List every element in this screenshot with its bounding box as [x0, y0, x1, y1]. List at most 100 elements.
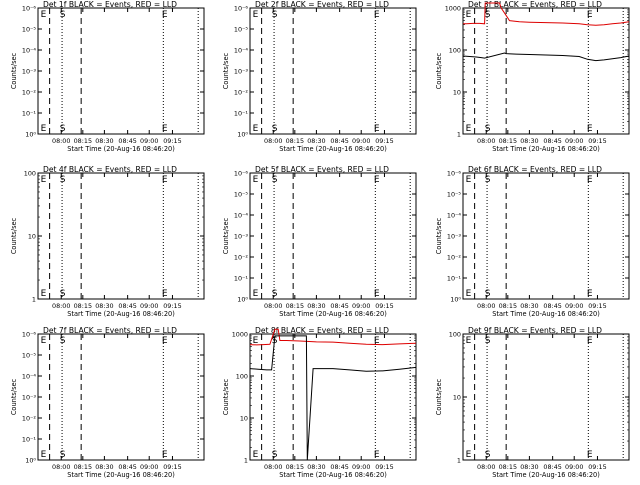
marker-label-top: E [253, 10, 259, 20]
x-axis-label: Start Time (20-Aug-16 08:46:20) [67, 145, 175, 153]
y-axis-label: Counts/sec [222, 217, 230, 254]
x-axis-label: Start Time (20-Aug-16 08:46:20) [492, 145, 600, 153]
marker-label-bottom: S [485, 124, 491, 134]
marker-label-bottom: E [587, 289, 593, 299]
marker-label-top: S [485, 336, 491, 346]
x-tick-label: 09:15 [588, 137, 606, 145]
x-tick-label: 08:30 [95, 463, 113, 471]
y-tick-label: 10⁻¹ [22, 436, 37, 444]
detector-panel-6: Det 6f BLACK = Events, RED = LLD 10⁻⁶ 10⁻⁵… [435, 165, 630, 318]
x-tick-label: 09:15 [375, 137, 393, 145]
marker-label-bottom: S [272, 450, 278, 460]
y-tick-label: 100 [236, 373, 248, 381]
marker-label-bottom: E [253, 124, 259, 134]
y-tick-label: 10⁻³ [234, 233, 249, 241]
marker-label-bottom: E [466, 289, 472, 299]
marker-label-top: E [41, 10, 47, 20]
x-axis-label: Start Time (20-Aug-16 08:46:20) [279, 471, 387, 479]
marker-label-bottom: E [374, 450, 380, 460]
y-tick-label: 10⁰ [237, 296, 248, 304]
x-axis-label: Start Time (20-Aug-16 08:46:20) [492, 310, 600, 318]
plot-frame [462, 333, 630, 461]
marker-label-bottom: S [60, 450, 66, 460]
y-tick-label: 10⁰ [25, 131, 36, 139]
y-tick-label: 10 [28, 233, 36, 241]
x-tick-label: 09:00 [140, 137, 158, 145]
marker-label-top: E [466, 336, 472, 346]
marker-label-top: E [41, 336, 47, 346]
detector-panel-1: Det 1f BLACK = Events, RED = LLD 10⁻⁶ 10⁻⁵… [10, 0, 205, 153]
x-tick-label: 08:45 [118, 302, 136, 310]
marker-label-top: E [374, 175, 380, 185]
marker-label-bottom: S [272, 289, 278, 299]
x-tick-label: 09:00 [565, 137, 583, 145]
events-series-line [249, 335, 417, 461]
y-tick-label: 1000 [445, 5, 461, 13]
y-tick-label: 100 [449, 47, 461, 55]
marker-label-bottom: E [41, 124, 47, 134]
y-tick-label: 10⁻⁶ [234, 170, 249, 178]
y-tick-label: 10 [453, 89, 461, 97]
marker-label-top: E [374, 336, 380, 346]
x-tick-label: 08:30 [520, 137, 538, 145]
detector-panel-4: Det 4f BLACK = Events, RED = LLD 100 10 1 Co… [10, 165, 205, 318]
panel-title: Det 5f BLACK = Events, RED = LLD [255, 165, 389, 174]
marker-label-top: E [41, 175, 47, 185]
y-tick-label: 10⁻⁴ [22, 47, 37, 55]
detector-panel-5: Det 5f BLACK = Events, RED = LLD 10⁻⁶ 10⁻⁵… [222, 165, 417, 318]
lld-series-line [249, 328, 417, 346]
x-tick-label: 08:45 [330, 463, 348, 471]
y-tick-label: 10⁻⁴ [234, 212, 249, 220]
x-tick-label: 08:30 [307, 137, 325, 145]
x-tick-label: 08:15 [74, 302, 92, 310]
y-tick-label: 10⁻⁴ [447, 212, 462, 220]
x-tick-label: 08:00 [477, 137, 495, 145]
marker-label-top: S [60, 336, 66, 346]
x-tick-label: 09:15 [375, 463, 393, 471]
marker-label-bottom: E [466, 124, 472, 134]
marker-label-top: S [485, 10, 491, 20]
y-tick-label: 1 [457, 457, 461, 465]
y-tick-label: 10⁻⁴ [234, 47, 249, 55]
x-tick-label: 08:00 [52, 302, 70, 310]
x-tick-label: 08:15 [286, 463, 304, 471]
plot-frame [37, 333, 205, 461]
x-tick-label: 08:00 [264, 302, 282, 310]
y-tick-label: 10⁻² [447, 254, 462, 262]
marker-label-bottom: E [41, 289, 47, 299]
panel-title: Det 3f BLACK = Events, RED = LLD [468, 0, 602, 9]
marker-label-bottom: E [587, 450, 593, 460]
marker-label-bottom: E [587, 124, 593, 134]
marker-label-bottom: S [485, 450, 491, 460]
marker-label-top: S [60, 175, 66, 185]
detector-panel-9: Det 9f BLACK = Events, RED = LLD 100 10 1 Co… [435, 326, 630, 479]
y-tick-label: 10⁻² [22, 89, 37, 97]
x-tick-label: 08:15 [286, 302, 304, 310]
plot-frame [249, 333, 417, 461]
plot-frame [462, 172, 630, 300]
panel-title: Det 8f BLACK = Events, RED = LLD [255, 326, 389, 335]
y-tick-label: 10⁻² [22, 415, 37, 423]
x-tick-label: 08:45 [330, 302, 348, 310]
panel-title: Det 9f BLACK = Events, RED = LLD [468, 326, 602, 335]
y-axis-label: Counts/sec [435, 217, 443, 254]
y-tick-label: 10⁻³ [22, 394, 37, 402]
y-tick-label: 1 [32, 296, 36, 304]
marker-label-bottom: S [272, 124, 278, 134]
marker-label-bottom: E [162, 289, 168, 299]
y-axis-label: Counts/sec [10, 217, 18, 254]
y-tick-label: 10⁻⁵ [447, 191, 462, 199]
x-tick-label: 08:15 [499, 302, 517, 310]
y-tick-label: 10⁻² [234, 89, 249, 97]
marker-label-top: E [253, 175, 259, 185]
x-tick-label: 08:45 [118, 137, 136, 145]
y-tick-label: 1 [244, 457, 248, 465]
marker-label-top: E [587, 336, 593, 346]
x-tick-label: 09:15 [163, 463, 181, 471]
x-tick-label: 09:00 [352, 137, 370, 145]
marker-label-top: E [587, 175, 593, 185]
x-tick-label: 08:15 [499, 463, 517, 471]
x-tick-label: 09:15 [163, 137, 181, 145]
